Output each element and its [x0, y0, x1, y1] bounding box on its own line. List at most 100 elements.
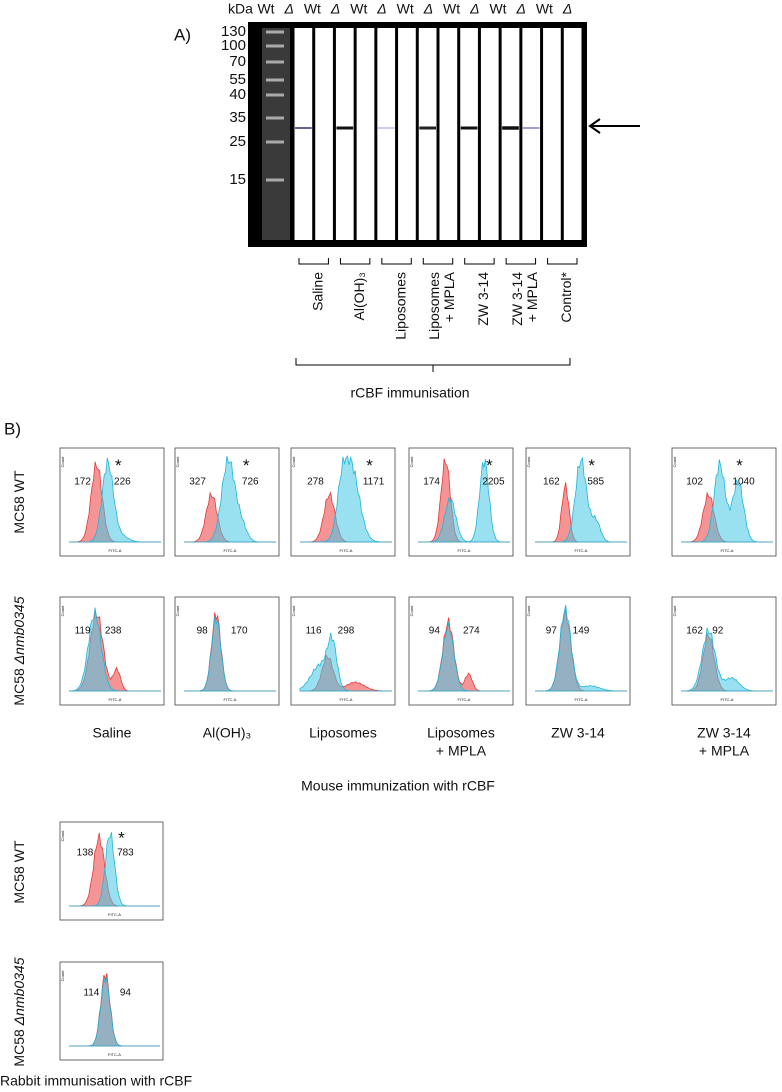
- kda-marker: 55: [229, 71, 246, 88]
- column-label: ZW 3-14: [551, 725, 605, 741]
- histogram: FITC-A Count 114 94: [59, 961, 164, 1061]
- group-bracket: [464, 258, 495, 265]
- row-strain: MC58: [11, 866, 27, 904]
- x-axis-label: FITC-A: [340, 548, 353, 553]
- column-label: Al(OH)₃: [203, 725, 251, 741]
- significance: *: [486, 456, 493, 475]
- y-axis-label: Count: [526, 605, 531, 617]
- gel-lane: [522, 28, 541, 240]
- low-mfi: 174: [423, 476, 440, 487]
- y-axis-label: Count: [409, 456, 414, 468]
- high-mfi: 2205: [482, 476, 505, 487]
- gel-lane: [439, 28, 458, 240]
- group-bracket: [505, 258, 537, 265]
- row-genotype: Δnmb0345: [11, 596, 27, 665]
- protein-band: [419, 126, 436, 130]
- kda-marker: 15: [229, 171, 246, 188]
- histogram: FITC-A Count 98 170: [174, 596, 280, 706]
- histogram: FITC-A Count 162 92: [671, 596, 777, 706]
- low-mfi: 97: [546, 625, 558, 636]
- high-mfi: 274: [463, 625, 480, 636]
- high-histogram: [69, 457, 161, 543]
- protein-band: [377, 127, 395, 129]
- group-label: Control*: [558, 271, 574, 322]
- y-axis-label: Count: [60, 605, 65, 617]
- low-mfi: 114: [83, 987, 99, 998]
- low-mfi: 94: [429, 625, 441, 636]
- panel-a-caption: rCBF immunisation: [350, 385, 469, 401]
- gel-lane: [460, 28, 478, 240]
- low-mfi: 102: [686, 476, 703, 487]
- row-label: MC58 Δnmb0345: [11, 596, 27, 705]
- low-mfi: 172: [74, 476, 91, 487]
- lane-label: Δ: [423, 1, 433, 17]
- y-axis-label: Count: [672, 605, 677, 617]
- high-mfi: 726: [242, 476, 259, 487]
- high-mfi: 170: [231, 625, 248, 636]
- significance: *: [115, 456, 122, 475]
- low-mfi: 138: [77, 847, 94, 858]
- kda-marker: 40: [229, 86, 246, 103]
- mouse-caption: Mouse immunization with rCBF: [301, 778, 495, 794]
- ladder-lane: [262, 28, 290, 240]
- kda-marker: 35: [229, 109, 246, 126]
- high-mfi: 238: [105, 625, 122, 636]
- histogram: FITC-A Count 119 238: [59, 596, 165, 706]
- lane-label: Wt: [536, 1, 553, 17]
- group-label: Saline: [309, 272, 325, 311]
- x-axis-label: FITC-A: [108, 1052, 121, 1057]
- lane-label: Wt: [304, 1, 321, 17]
- kda-marker: 70: [229, 53, 246, 70]
- ladder-band: [266, 178, 284, 182]
- group-bracket: [381, 258, 412, 265]
- x-axis-label: FITC-A: [109, 548, 122, 553]
- x-axis-label: FITC-A: [721, 548, 734, 553]
- x-axis-label: FITC-A: [340, 697, 353, 702]
- protein-band: [522, 127, 540, 129]
- gel-lane: [315, 28, 333, 240]
- group-bracket: [547, 258, 578, 265]
- gel-lane: [501, 28, 520, 240]
- group-label: + MPLA: [524, 271, 540, 322]
- column-label: + MPLA: [436, 743, 487, 759]
- row-label: MC58 WT: [11, 840, 27, 904]
- y-axis-label: Count: [291, 605, 296, 617]
- high-histogram: [184, 455, 276, 543]
- group-label: + MPLA: [441, 271, 457, 322]
- gel-lane: [294, 28, 313, 240]
- histogram: FITC-A Count 162 585*: [525, 447, 631, 557]
- lane-label: Δ: [562, 1, 572, 17]
- kda-marker: 100: [221, 37, 246, 54]
- lane-label: Δ: [469, 1, 479, 17]
- group-label: ZW 3-14: [509, 272, 525, 326]
- gel-lane: [335, 28, 354, 240]
- row-genotype: WT: [11, 840, 27, 862]
- gel-lane: [480, 28, 499, 240]
- kda-marker: 25: [229, 133, 246, 150]
- rabbit-caption: Rabbit immunisation with rCBF: [0, 1073, 192, 1089]
- low-mfi: 327: [189, 476, 206, 487]
- x-axis-label: FITC-A: [458, 548, 471, 553]
- high-mfi: 298: [338, 625, 355, 636]
- row-strain: MC58: [11, 496, 27, 534]
- row-strain: MC58: [11, 1029, 27, 1067]
- high-mfi: 1040: [732, 476, 755, 487]
- x-axis-label: FITC-A: [224, 697, 237, 702]
- group-label: Liposomes: [426, 272, 442, 340]
- low-mfi: 98: [197, 625, 209, 636]
- histogram: FITC-A Count 94 274: [408, 596, 514, 706]
- histogram: FITC-A Count 327 726*: [174, 447, 280, 557]
- group-label: Al(OH)₃: [351, 272, 367, 320]
- histogram: FITC-A Count 138 783*: [59, 821, 164, 921]
- high-histogram: [299, 632, 392, 692]
- high-mfi: 226: [114, 476, 131, 487]
- y-axis-label: Count: [672, 456, 677, 468]
- x-axis-label: FITC-A: [458, 697, 471, 702]
- high-histogram: [68, 607, 161, 692]
- ladder-band: [266, 93, 284, 97]
- histogram: FITC-A Count 102 1040*: [671, 447, 777, 557]
- low-mfi: 119: [75, 625, 91, 636]
- group-label: ZW 3-14: [475, 272, 491, 326]
- histogram: FITC-A Count 97 149: [525, 596, 631, 706]
- x-axis-label: FITC-A: [721, 697, 734, 702]
